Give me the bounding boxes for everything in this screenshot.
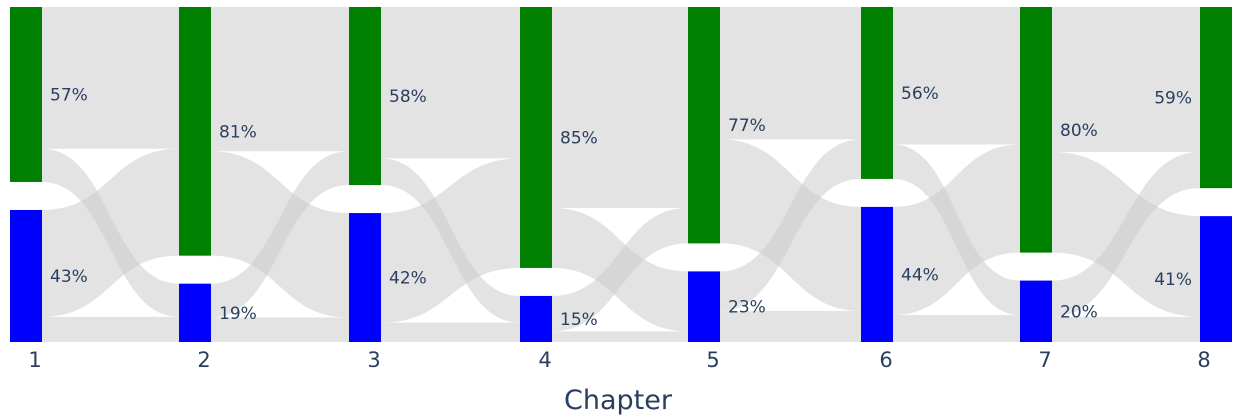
node-blue-3 <box>349 213 381 342</box>
node-green-7 <box>1020 7 1052 253</box>
link-blue-to-blue <box>893 314 1020 342</box>
label-bottom-3: 42% <box>389 269 427 289</box>
node-blue-7 <box>1020 280 1052 342</box>
link-blue-to-green <box>720 139 861 311</box>
label-top-2: 81% <box>219 122 257 142</box>
label-bottom-5: 23% <box>728 298 766 318</box>
link-blue-to-blue <box>1052 316 1200 342</box>
label-bottom-8: 41% <box>1154 270 1192 290</box>
x-tick-labels: 1 2 3 4 5 6 7 8 <box>28 348 1210 372</box>
link-green-to-green <box>42 7 179 149</box>
node-green-2 <box>179 7 211 256</box>
link-blue-to-blue <box>381 322 520 342</box>
tick-3: 3 <box>367 348 380 372</box>
node-green-4 <box>520 7 552 268</box>
link-green-to-green <box>893 7 1020 145</box>
label-bottom-6: 44% <box>901 265 939 285</box>
tick-4: 4 <box>538 348 551 372</box>
node-blue-2 <box>179 283 211 342</box>
node-green-6 <box>861 7 893 179</box>
link-green-to-green <box>720 7 861 140</box>
tick-8: 8 <box>1197 348 1210 372</box>
link-blue-to-green <box>552 207 688 332</box>
label-top-4: 85% <box>560 128 598 148</box>
label-top-5: 77% <box>728 116 766 136</box>
category-nodes <box>10 7 1232 342</box>
tick-1: 1 <box>28 348 41 372</box>
link-blue-to-green <box>1052 151 1200 317</box>
label-bottom-2: 19% <box>219 304 257 324</box>
label-top-1: 57% <box>50 85 88 105</box>
tick-2: 2 <box>197 348 210 372</box>
link-blue-to-green <box>42 148 179 317</box>
label-bottom-1: 43% <box>50 267 88 287</box>
link-blue-to-blue <box>211 317 349 342</box>
link-green-to-green <box>1052 7 1200 152</box>
link-blue-to-blue <box>42 316 179 342</box>
node-green-3 <box>349 7 381 186</box>
label-top-6: 56% <box>901 84 939 104</box>
link-green-to-green <box>211 7 349 152</box>
node-green-1 <box>10 7 42 182</box>
node-blue-1 <box>10 209 42 342</box>
link-green-to-green <box>381 7 520 159</box>
link-blue-to-green <box>893 144 1020 315</box>
node-green-5 <box>688 7 720 244</box>
flow-links <box>42 7 1200 342</box>
percentage-labels: 57% 43% 81% 19% 58% 42% 85% 15% 77% 23% 56% 44% 80% 2… <box>50 84 1192 330</box>
label-top-8: 59% <box>1154 89 1192 109</box>
link-blue-to-blue <box>552 331 688 342</box>
link-blue-to-green <box>211 151 349 318</box>
tick-7: 7 <box>1038 348 1051 372</box>
tick-6: 6 <box>879 348 892 372</box>
link-green-to-green <box>552 7 688 208</box>
label-top-7: 80% <box>1060 121 1098 141</box>
node-blue-8 <box>1200 216 1232 342</box>
x-axis-title: Chapter <box>564 385 673 416</box>
node-green-8 <box>1200 7 1232 189</box>
link-blue-to-blue <box>720 310 861 342</box>
link-blue-to-green <box>381 158 520 323</box>
node-blue-6 <box>861 206 893 342</box>
label-top-3: 58% <box>389 87 427 107</box>
tick-5: 5 <box>706 348 719 372</box>
node-blue-4 <box>520 295 552 342</box>
label-bottom-7: 20% <box>1060 302 1098 322</box>
node-blue-5 <box>688 271 720 342</box>
label-bottom-4: 15% <box>560 310 598 330</box>
